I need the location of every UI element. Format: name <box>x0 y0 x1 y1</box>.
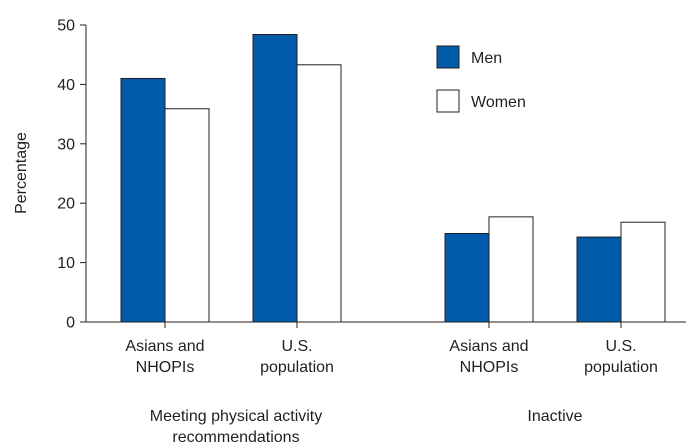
legend-label-men: Men <box>471 50 502 67</box>
category-label: Asians and <box>125 338 204 355</box>
y-tick-label: 0 <box>66 315 75 332</box>
y-tick-label: 50 <box>57 18 75 35</box>
y-ticks: 0 10 20 30 40 50 <box>57 18 86 332</box>
bar-men <box>576 236 622 323</box>
legend: Men Women <box>436 45 526 113</box>
category-label: U.S. <box>605 338 636 355</box>
bar-women <box>488 216 534 323</box>
y-axis-title: Percentage <box>13 132 30 214</box>
category-labels: Asians and NHOPIs U.S. population Asians and… <box>125 338 658 376</box>
group-label: Meeting physical activity <box>150 408 323 425</box>
category-label: NHOPIs <box>136 359 195 376</box>
category-label: population <box>260 359 334 376</box>
bars <box>120 34 666 323</box>
category-label: NHOPIs <box>460 359 519 376</box>
group-label: Inactive <box>527 408 582 425</box>
group-label: recommendations <box>172 429 299 446</box>
bar-women <box>296 64 342 323</box>
bar-men <box>120 77 166 323</box>
category-label: population <box>584 359 658 376</box>
bar-women <box>620 221 666 323</box>
bar-men <box>444 232 490 323</box>
bar-men <box>252 34 298 323</box>
y-tick-label: 20 <box>57 196 75 213</box>
y-tick-label: 30 <box>57 136 75 153</box>
legend-swatch-men <box>436 45 460 69</box>
category-label: Asians and <box>449 338 528 355</box>
y-tick-label: 10 <box>57 255 75 272</box>
legend-label-women: Women <box>471 94 526 111</box>
category-label: U.S. <box>281 338 312 355</box>
bar-women <box>164 108 210 323</box>
legend-swatch-women <box>436 89 460 113</box>
y-tick-label: 40 <box>57 77 75 94</box>
group-labels: Meeting physical activity recommendations… <box>150 408 583 446</box>
x-ticks <box>164 322 622 328</box>
